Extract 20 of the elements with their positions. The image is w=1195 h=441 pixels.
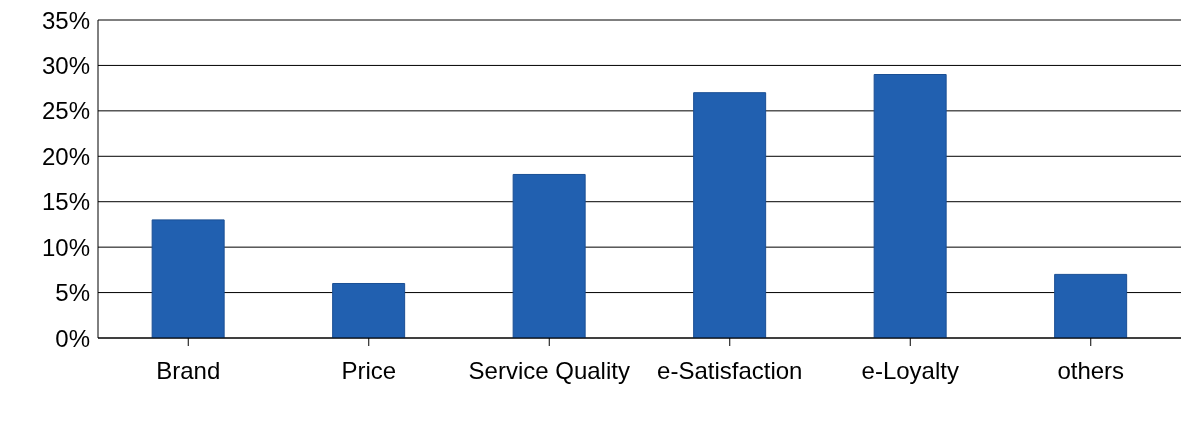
x-tick-label: e-Satisfaction	[657, 357, 803, 385]
bar	[1054, 273, 1128, 338]
x-tick-label: e-Loyalty	[861, 357, 959, 385]
y-tick-label: 5%	[55, 279, 90, 307]
bar	[332, 282, 406, 338]
bar	[693, 92, 767, 338]
bar	[873, 74, 947, 338]
y-tick-label: 15%	[41, 188, 90, 216]
y-tick-label: 30%	[41, 51, 90, 79]
y-tick-label: 0%	[55, 324, 90, 352]
y-tick-label: 20%	[41, 142, 90, 170]
y-tick-label: 35%	[41, 6, 90, 34]
x-tick-label: others	[1057, 357, 1125, 385]
x-tick-label: Service Quality	[468, 357, 630, 385]
y-tick-label: 10%	[41, 233, 90, 261]
x-tick-label: Brand	[156, 357, 221, 385]
bar	[512, 173, 586, 338]
bar	[151, 219, 225, 338]
x-tick-label: Price	[341, 357, 397, 385]
y-tick-label: 25%	[41, 97, 90, 125]
